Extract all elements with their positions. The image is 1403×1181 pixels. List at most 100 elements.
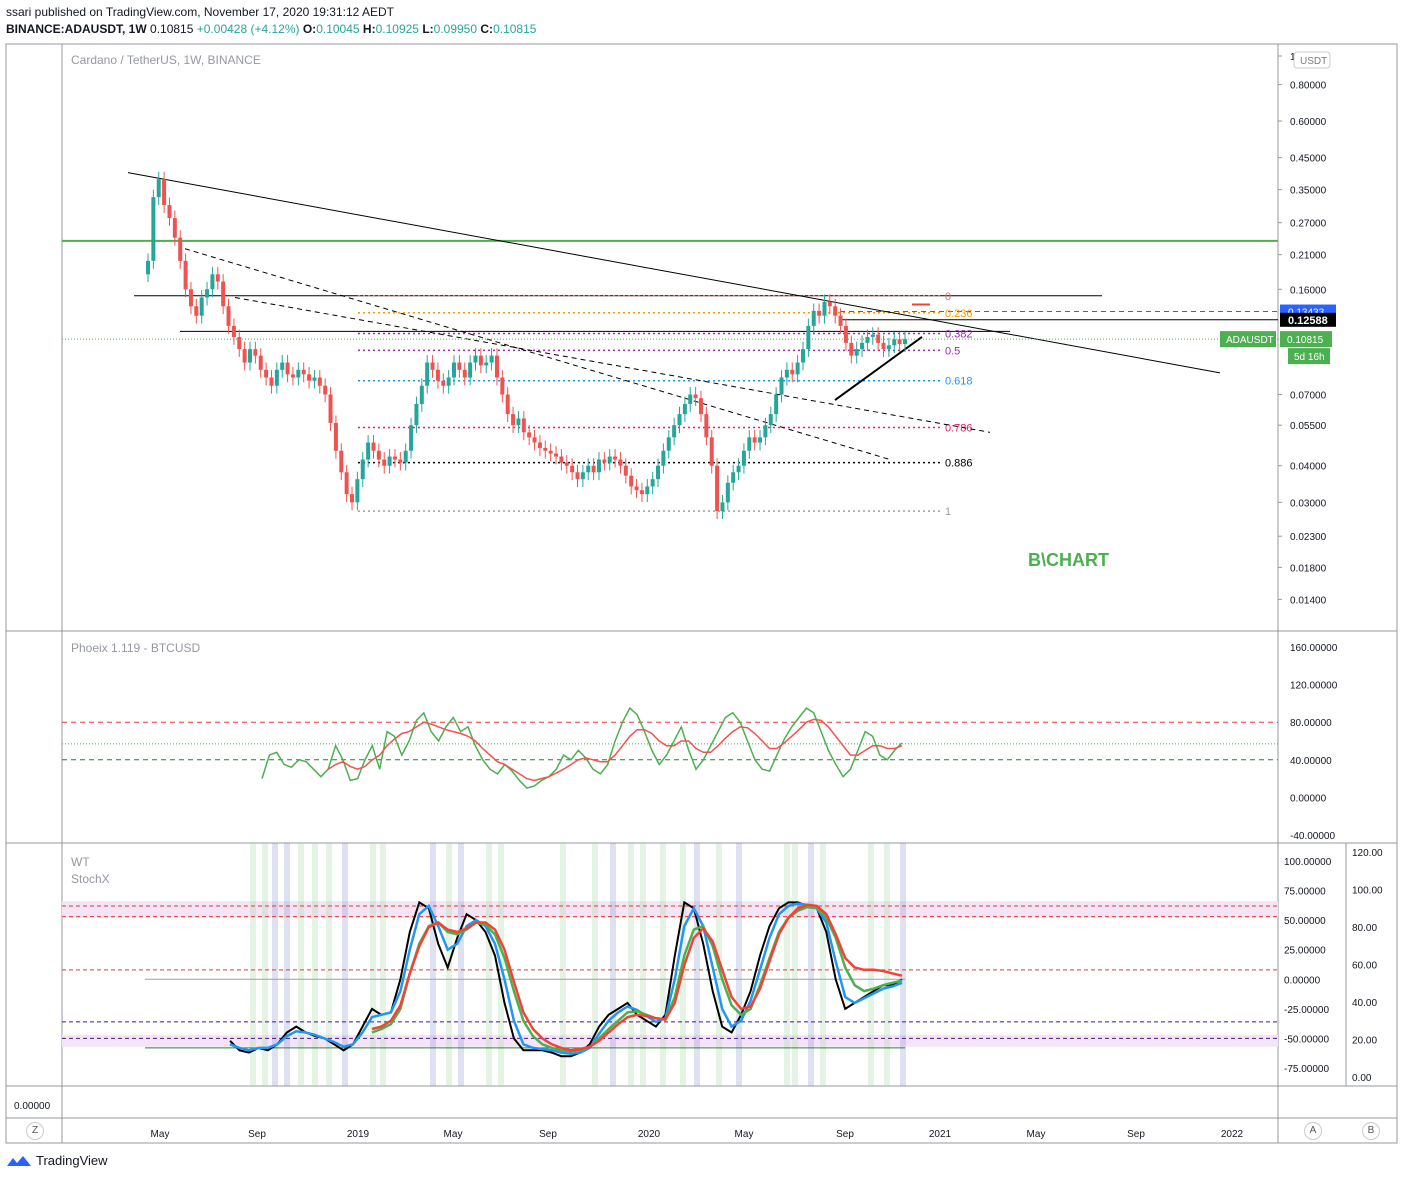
- candle-body: [532, 437, 537, 443]
- candle-body: [285, 362, 290, 375]
- dashed-trendline: [234, 296, 991, 433]
- candle-body: [478, 355, 483, 366]
- scale-settings-button[interactable]: B: [1362, 1122, 1380, 1140]
- price-tick-label: 0.35000: [1290, 186, 1327, 197]
- time-tick-label: May: [735, 1129, 754, 1140]
- indicator1-series-line: [261, 706, 903, 789]
- indicator2-tick-label: 50.00000: [1284, 916, 1326, 927]
- candle-body: [709, 437, 714, 466]
- candle-body: [833, 306, 838, 316]
- candle-body: [865, 336, 870, 343]
- dashed-trendline: [184, 248, 891, 461]
- indicator1-tick-label: 0.00000: [1290, 793, 1327, 804]
- candle-body: [677, 414, 682, 426]
- candle-body: [269, 377, 274, 386]
- indicator2-series-line: [371, 905, 903, 1053]
- candle-body: [570, 465, 575, 473]
- candle-body: [376, 450, 381, 460]
- candle-body: [409, 425, 414, 451]
- candle-body: [607, 456, 612, 463]
- candle-body: [360, 459, 365, 480]
- candle-body: [274, 369, 279, 386]
- candle-body: [731, 472, 736, 483]
- candle-body: [146, 260, 150, 275]
- candle-body: [645, 486, 650, 495]
- indicator2-tick-label: 100.00000: [1284, 857, 1332, 868]
- candle-body: [301, 369, 306, 375]
- countdown-tag-label: 5d 16h: [1294, 352, 1325, 363]
- auto-scale-button[interactable]: A: [1304, 1122, 1322, 1140]
- price-tick-label: 0.45000: [1290, 154, 1327, 165]
- fib-level-label: 1: [945, 506, 951, 518]
- candle-body: [586, 465, 591, 473]
- candle-body: [763, 425, 768, 438]
- brand[interactable]: TradingView: [6, 1153, 108, 1168]
- candle-body: [172, 218, 177, 238]
- candle-body: [333, 422, 338, 451]
- candle-body: [736, 465, 741, 473]
- indicator1-tick-label: 120.00000: [1290, 681, 1338, 692]
- candle-body: [725, 482, 730, 503]
- time-tick-label: May: [444, 1129, 463, 1140]
- price-tick-label: 0.03000: [1290, 498, 1327, 509]
- candle-body: [253, 349, 258, 356]
- candle-body: [205, 289, 210, 298]
- candle-body: [441, 380, 446, 386]
- signal-highlight-bar: [784, 843, 790, 1086]
- candle-body: [661, 450, 666, 466]
- candle-body: [494, 355, 499, 378]
- candle-body: [881, 342, 886, 350]
- candle-body: [210, 274, 215, 290]
- symbol-tag-label: ADAUSDT: [1226, 335, 1274, 346]
- candle-body: [629, 475, 634, 487]
- fib-level-label: 0.236: [945, 308, 973, 320]
- fib-level-label: 0.886: [945, 458, 973, 470]
- price-tick-label: 0.16000: [1290, 285, 1327, 296]
- candle-body: [650, 479, 655, 487]
- candle-body: [350, 494, 355, 503]
- candle-body: [151, 197, 156, 261]
- signal-highlight-bar: [808, 843, 814, 1086]
- candle-body: [591, 465, 596, 473]
- candle-body: [489, 355, 494, 363]
- indicator2-tick-label: -75.00000: [1284, 1064, 1329, 1075]
- indicator2-title: WT: [71, 855, 90, 869]
- time-tick-label: Sep: [1127, 1129, 1145, 1140]
- currency-button-label: USDT: [1300, 56, 1327, 67]
- candle-body: [221, 281, 226, 307]
- candle-body: [516, 418, 521, 426]
- time-tick-label: 2019: [347, 1129, 370, 1140]
- signal-highlight-bar: [250, 843, 256, 1086]
- price-tick-label: 1: [1290, 52, 1296, 63]
- candle-body: [468, 362, 473, 378]
- signal-highlight-bar: [694, 843, 700, 1086]
- candle-body: [618, 459, 623, 466]
- price-tick-label: 0.27000: [1290, 219, 1327, 230]
- indicator1-series-line: [327, 718, 903, 782]
- candle-body: [752, 437, 757, 443]
- indicator2-right-tick-label: 80.00: [1352, 923, 1377, 934]
- time-tick-label: Sep: [836, 1129, 854, 1140]
- log-scale-button[interactable]: Z: [26, 1122, 44, 1140]
- indicator2-right-tick-label: 120.00: [1352, 848, 1383, 859]
- signal-highlight-bar: [342, 843, 348, 1086]
- candle-body: [543, 447, 548, 451]
- time-tick-label: 2020: [638, 1129, 661, 1140]
- indicator2-right-tick-label: 60.00: [1352, 961, 1377, 972]
- candle-body: [435, 369, 440, 381]
- candle-body: [194, 306, 199, 316]
- price-tick-label: 0.21000: [1290, 251, 1327, 262]
- indicator2-tick-label: -50.00000: [1284, 1034, 1329, 1045]
- candle-body: [199, 297, 204, 316]
- long-downtrend-line: [127, 172, 1221, 374]
- candle-body: [886, 345, 891, 350]
- countdown-tag: [1288, 348, 1330, 365]
- candle-body: [457, 362, 462, 370]
- candle-body: [822, 301, 827, 316]
- candle-body: [758, 437, 763, 443]
- candle-body: [226, 306, 231, 326]
- level-price-tag-label: 0.12588: [1288, 315, 1328, 327]
- candle-body: [779, 377, 784, 395]
- signal-highlight-bar: [592, 843, 598, 1086]
